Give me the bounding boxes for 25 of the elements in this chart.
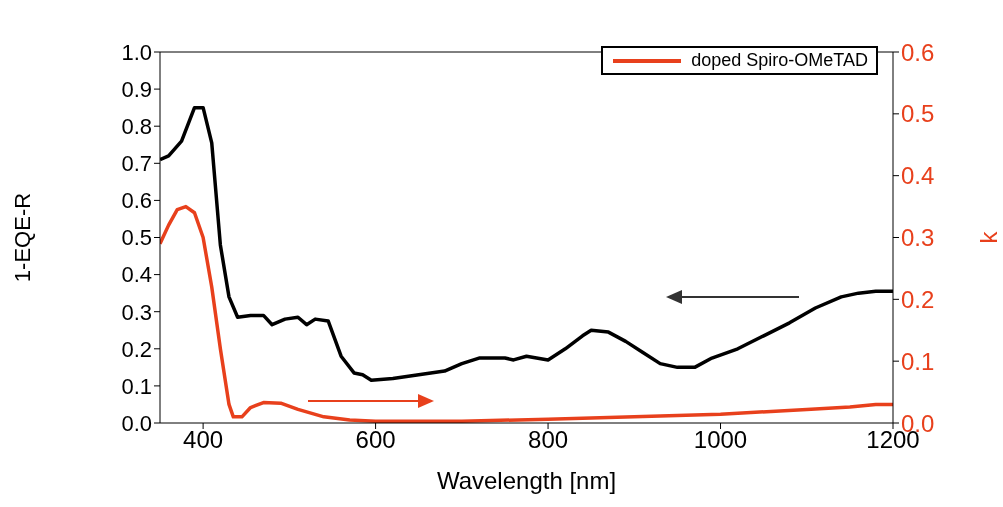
y-tick-label: 0.3 [121, 299, 152, 325]
y-tick-label: 0.8 [121, 114, 152, 140]
y2-tick-label: 0.4 [901, 162, 935, 190]
y2-tick-label: 0.6 [901, 38, 935, 66]
y-tick-label: 0.4 [121, 262, 152, 288]
x-tick-label: 1000 [693, 426, 748, 454]
y2-tick-label: 0.3 [901, 224, 935, 252]
y2-tick-label: 0.1 [901, 347, 935, 375]
y-axis-title: 1-EQE-R [9, 192, 35, 283]
y2-tick-label: 0.2 [901, 285, 935, 313]
y-tick-label: 0.7 [121, 151, 152, 177]
y2-axis-title: k [974, 230, 1002, 244]
x-tick-label: 400 [183, 426, 224, 454]
y2-tick-label: 0.5 [901, 100, 935, 128]
x-tick-label: 800 [528, 426, 569, 454]
x-axis-title: Wavelength [nm] [436, 467, 617, 494]
y-tick-label: 0.9 [121, 76, 152, 102]
y-tick-label: 0.2 [121, 336, 152, 362]
y-tick-label: 1.0 [121, 39, 152, 65]
y-tick-label: 0.0 [121, 410, 152, 436]
y-tick-label: 0.1 [121, 373, 152, 399]
y-tick-label: 0.5 [121, 225, 152, 251]
y-tick-label: 0.6 [121, 188, 152, 214]
x-tick-label: 600 [355, 426, 396, 454]
legend-label: doped Spiro-OMeTAD [691, 50, 868, 71]
